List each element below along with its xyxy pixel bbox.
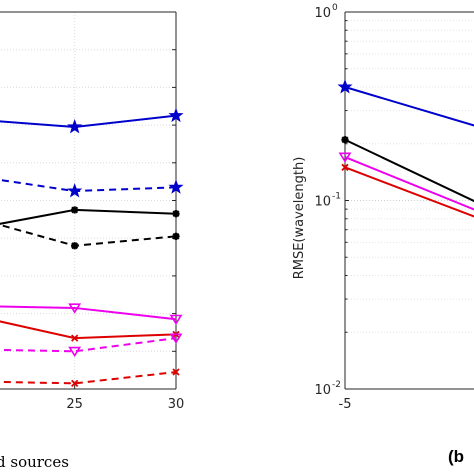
- left-series-7-point-2: [71, 379, 79, 387]
- left-series-4-point-3-shape: [169, 314, 183, 326]
- left-series-1-point-2: [67, 183, 83, 198]
- right-series-2-point-0: [338, 152, 352, 163]
- right-series-1-point-0: [341, 136, 349, 144]
- left-series-3-point-3: [172, 232, 180, 240]
- left-x-tick-label-1: 25: [66, 397, 83, 412]
- left-series-6-point-3-shape: [169, 333, 183, 344]
- left-series-4-point-2: [68, 303, 82, 314]
- right-series-3-point-0: [341, 163, 349, 171]
- left-x-axis-label: d sources: [0, 453, 69, 471]
- right-series-2: [338, 152, 474, 211]
- right-series-3-point-0-stroke-1: [341, 163, 349, 171]
- left-series-0-point-2-shape: [67, 119, 83, 134]
- left-chart-panel: 202530: [0, 11, 185, 412]
- right-series-3-line: [344, 166, 474, 218]
- right-series-0-line: [344, 86, 474, 127]
- left-series-2-line: [0, 208, 177, 225]
- left-series-2-point-2-stroke-3: [71, 206, 79, 214]
- right-series-1-point-0-stroke-3: [341, 136, 349, 144]
- left-series-0-line: [0, 114, 177, 128]
- left-series-5-point-2-stroke-1: [71, 334, 79, 342]
- left-series-2-point-3: [172, 210, 180, 218]
- left-series-2-point-3-stroke-3: [172, 210, 180, 218]
- right-y-axis-label: RMSE(wavelength): [292, 157, 307, 280]
- right-series-1: [341, 136, 474, 203]
- left-series-0-point-3-shape: [168, 107, 184, 123]
- left-series-4: [0, 303, 183, 326]
- left-series-1-point-2-shape: [67, 183, 83, 198]
- left-series-1-line: [0, 178, 177, 193]
- left-series-6-point-3: [169, 333, 183, 344]
- right-series-0-point-0-shape: [337, 79, 353, 94]
- right-series-2-line: [344, 156, 474, 211]
- right-series-1-line: [344, 138, 474, 203]
- left-series-0: [0, 107, 184, 134]
- left-series-5: [0, 320, 180, 342]
- panel-label: (b: [448, 447, 464, 466]
- left-series-6-point-2-shape: [68, 346, 82, 358]
- left-series-3-point-2: [71, 242, 79, 250]
- right-y-tick-label-2: 10: [314, 383, 331, 398]
- right-y-tick-exponent-1: -1: [332, 192, 341, 202]
- left-series-3-point-2-stroke-3: [71, 242, 79, 250]
- left-series-2-point-2: [71, 206, 79, 214]
- right-x-tick-label-0: -5: [339, 397, 352, 412]
- right-y-tick-label-0: 10: [314, 6, 331, 21]
- left-series-5-point-2: [71, 334, 79, 342]
- left-series-7-line: [0, 371, 177, 385]
- left-series-4-point-2-shape: [68, 303, 82, 314]
- right-series-3: [341, 163, 474, 218]
- left-x-tick-label-2: 30: [168, 397, 185, 412]
- left-series-0-point-3: [168, 107, 184, 123]
- left-series-6-line: [0, 337, 177, 353]
- left-series-4-line: [0, 305, 177, 321]
- right-y-tick-exponent-0: 0: [332, 3, 338, 13]
- left-series-7: [0, 368, 180, 387]
- right-series-0: [337, 79, 474, 127]
- left-series-7-point-2-stroke-1: [71, 379, 79, 387]
- left-series-6-point-2: [68, 346, 82, 358]
- left-series-3: [0, 223, 180, 250]
- left-series-4-point-3: [169, 314, 183, 326]
- left-series-0-point-2: [67, 119, 83, 134]
- right-series-0-point-0: [337, 79, 353, 94]
- left-series-2: [0, 206, 180, 225]
- left-series-6: [0, 333, 183, 358]
- right-chart-panel: -5010010-110-2: [314, 3, 474, 412]
- left-series-1-point-3-shape: [168, 179, 184, 194]
- left-grid: [0, 12, 176, 389]
- left-series-1: [0, 178, 184, 198]
- left-series-5-line: [0, 320, 177, 340]
- left-series-7-point-3: [172, 368, 180, 376]
- left-series-3-point-3-stroke-3: [172, 232, 180, 240]
- right-y-tick-label-1: 10: [314, 195, 331, 210]
- left-series-1-point-3: [168, 179, 184, 194]
- left-series-3-line: [0, 223, 177, 247]
- right-y-tick-exponent-2: -2: [332, 380, 341, 390]
- left-series-7-point-3-stroke-1: [172, 368, 180, 376]
- right-series-2-point-0-shape: [338, 152, 352, 163]
